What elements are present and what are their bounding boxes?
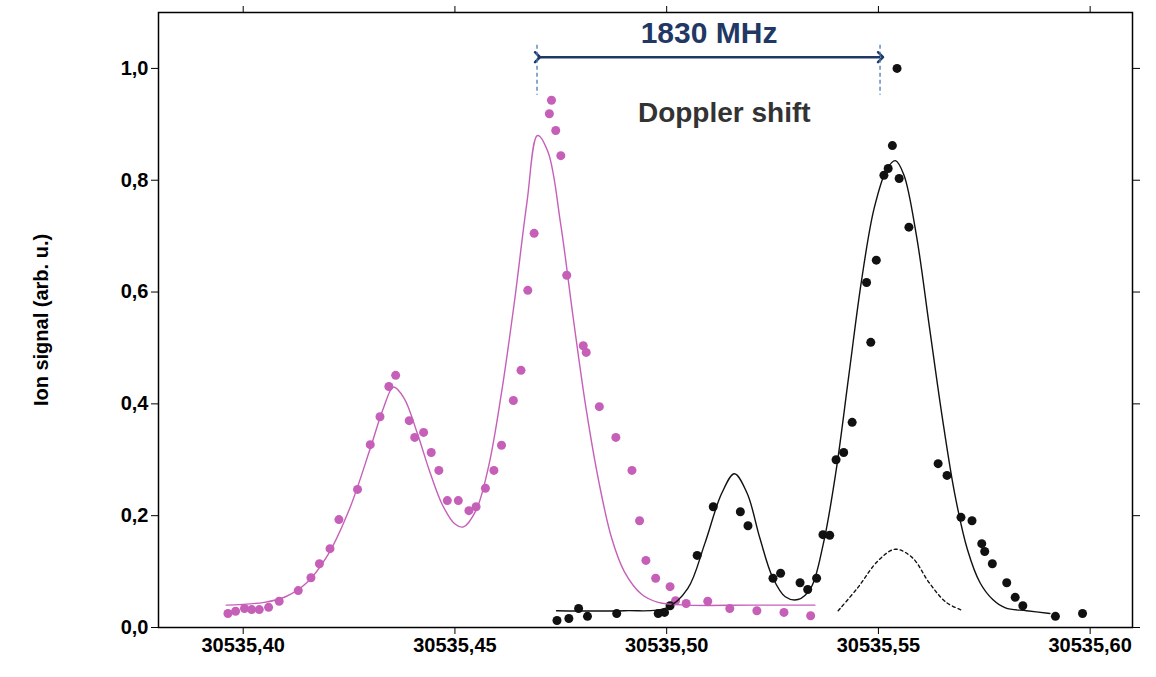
svg-text:0,4: 0,4 xyxy=(121,392,150,414)
svg-text:30535,55: 30535,55 xyxy=(837,634,920,656)
svg-text:1830 MHz: 1830 MHz xyxy=(641,16,778,49)
svg-text:1,0: 1,0 xyxy=(121,57,149,79)
svg-text:30535,40: 30535,40 xyxy=(201,634,284,656)
svg-text:0,2: 0,2 xyxy=(121,504,149,526)
svg-text:Ion signal (arb. u.): Ion signal (arb. u.) xyxy=(30,234,52,406)
svg-text:0,6: 0,6 xyxy=(121,280,149,302)
svg-text:30535,60: 30535,60 xyxy=(1048,634,1131,656)
svg-text:0,0: 0,0 xyxy=(121,616,149,638)
svg-text:0,8: 0,8 xyxy=(121,169,149,191)
svg-text:30535,50: 30535,50 xyxy=(625,634,708,656)
svg-text:30535,45: 30535,45 xyxy=(413,634,496,656)
svg-text:Doppler shift: Doppler shift xyxy=(638,97,811,128)
